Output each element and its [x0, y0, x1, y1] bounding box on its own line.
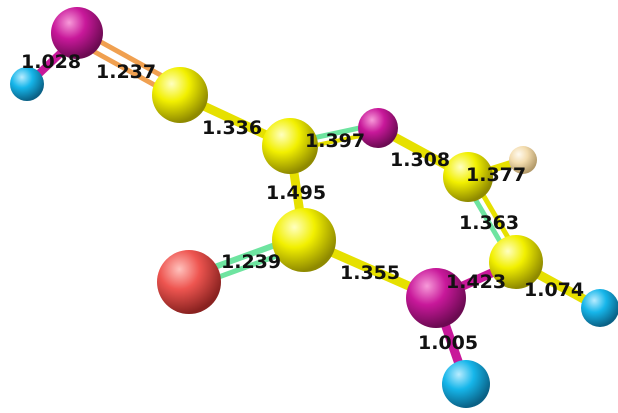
- atom-n-ring-lower: [406, 268, 466, 328]
- atom-h-bottom: [442, 360, 490, 408]
- bond-length-label: 1.028: [21, 51, 81, 73]
- atom-n-ring-upper: [358, 108, 398, 148]
- atom-c-ring-lowerleft: [272, 208, 336, 272]
- bond-length-label: 1.363: [459, 212, 519, 234]
- atom-h-tan: [509, 146, 537, 174]
- bond-labels: 1.028 1.237 1.336 1.397 1.308 1.377 1.49…: [21, 51, 584, 354]
- bond-length-label: 1.005: [418, 332, 478, 354]
- atoms: [10, 7, 618, 408]
- bond-length-label: 1.308: [390, 149, 450, 171]
- atom-c-ring-upper: [262, 118, 318, 174]
- atom-h-topleft: [10, 67, 44, 101]
- bonds: [24, 28, 603, 386]
- bond-length-label: 1.377: [466, 164, 526, 186]
- bond-length-label: 1.495: [266, 182, 326, 204]
- atom-c-top: [152, 67, 208, 123]
- bond-length-label: 1.336: [202, 117, 262, 139]
- bond-length-label: 1.237: [96, 61, 156, 83]
- bond-length-label: 1.239: [221, 251, 281, 273]
- bond-length-label: 1.397: [305, 130, 365, 152]
- atom-c-ring-right: [443, 152, 493, 202]
- atom-n-top: [51, 7, 103, 59]
- atom-o: [157, 250, 221, 314]
- bond-length-label: 1.355: [340, 262, 400, 284]
- atom-h-right: [581, 289, 618, 327]
- atom-c-ring-lowerright: [489, 235, 543, 289]
- bond-length-label: 1.074: [524, 279, 584, 301]
- bond-length-label: 1.423: [446, 271, 506, 293]
